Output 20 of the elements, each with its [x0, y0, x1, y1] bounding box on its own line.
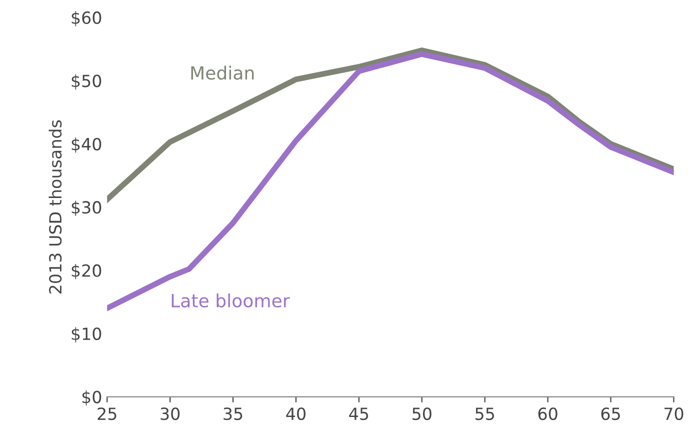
x-tick-label: 40 — [286, 407, 306, 420]
x-tick-label: 60 — [538, 407, 558, 420]
y-tick-label: $20 — [72, 264, 102, 280]
x-tick-label: 45 — [349, 408, 368, 420]
y-tick-label: $30 — [72, 200, 102, 216]
series-label: Late bloomer — [172, 293, 290, 308]
y-tick-label: $60 — [72, 11, 102, 26]
y-tick-label: $40 — [72, 138, 102, 153]
y-tick-label: $50 — [72, 74, 102, 90]
x-tick-label: 70 — [664, 407, 684, 420]
x-tick-label: 25 — [98, 407, 116, 420]
x-tick-label: 50 — [412, 407, 432, 420]
x-tick-label: 65 — [601, 407, 620, 420]
x-tick-label: 30 — [160, 407, 180, 420]
y-tick-label: $0 — [82, 390, 102, 406]
series-label: Median — [191, 66, 254, 80]
x-tick-label: 55 — [476, 408, 494, 420]
y-axis-title: 2013 USD thousands — [48, 120, 62, 294]
y-tick-label: $10 — [72, 327, 102, 342]
x-tick-label: 35 — [224, 407, 242, 420]
